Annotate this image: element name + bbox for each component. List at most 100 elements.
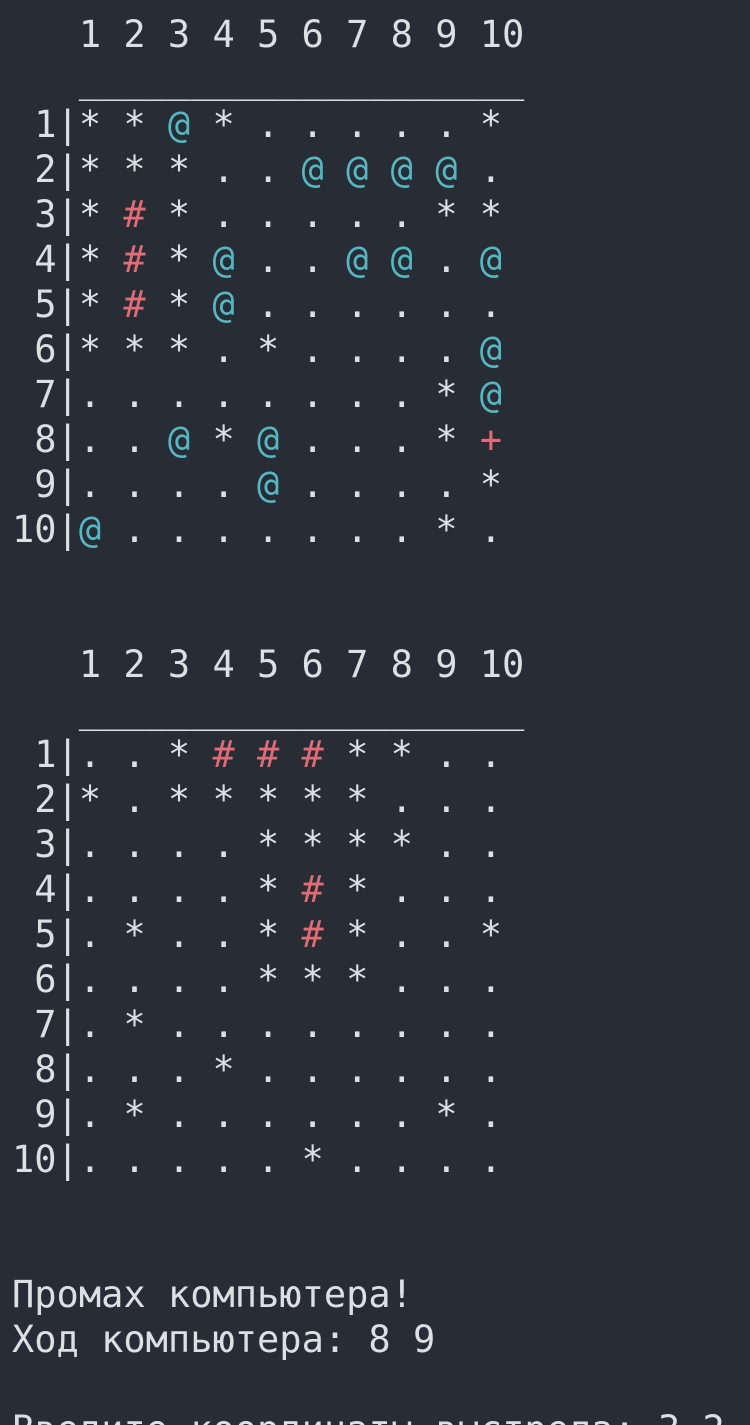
cell: *: [123, 328, 146, 371]
cell: .: [167, 1093, 191, 1136]
cell: *: [167, 328, 191, 371]
cell: .: [301, 1003, 324, 1046]
cell: .: [257, 238, 280, 281]
cell: *: [212, 778, 235, 821]
cell: .: [479, 1003, 503, 1046]
border: |: [56, 1138, 79, 1181]
row-label: 10: [12, 1138, 57, 1181]
cell: *: [167, 778, 191, 821]
cell: *: [479, 463, 503, 506]
cell: .: [123, 1138, 146, 1181]
cell: *: [346, 778, 369, 821]
cell: @: [78, 508, 102, 551]
row-label: 6: [34, 328, 57, 371]
cell: *: [78, 193, 102, 236]
cell: .: [167, 958, 191, 1001]
cell: .: [212, 913, 235, 956]
cell: *: [78, 238, 102, 281]
cell: #: [301, 868, 324, 911]
cell: .: [390, 778, 413, 821]
cell: .: [479, 868, 503, 911]
cell: @: [167, 103, 191, 146]
cell: .: [212, 958, 235, 1001]
cell: .: [346, 103, 369, 146]
cell: .: [212, 463, 235, 506]
border: |: [56, 328, 79, 371]
cell: *: [346, 868, 369, 911]
cell: .: [78, 373, 102, 416]
cell: .: [167, 373, 191, 416]
border: |: [56, 238, 79, 281]
cell: .: [78, 1138, 102, 1181]
row-label: 4: [34, 238, 57, 281]
cell: @: [212, 238, 235, 281]
cell: .: [435, 1138, 458, 1181]
border: |: [56, 958, 79, 1001]
cell: *: [346, 913, 369, 956]
cell: .: [257, 1048, 280, 1091]
cell: #: [257, 733, 280, 776]
cell: *: [257, 958, 280, 1001]
board-row: 10|@....... *.: [12, 507, 750, 552]
cell: *: [390, 823, 413, 866]
cell: .: [123, 868, 146, 911]
board-row: 8|.. @ * @... * +: [12, 417, 750, 462]
board-row: 1|* * @ *..... *: [12, 102, 750, 147]
board-row: 2|* * *.. @ @ @ @.: [12, 147, 750, 192]
board-row: 7|........ * @: [12, 372, 750, 417]
board-row: 1|.. * # # # * *..: [12, 732, 750, 777]
row-label: 5: [34, 913, 57, 956]
row-label: 7: [34, 373, 57, 416]
board: 1 2 3 4 5 6 7 8 9 10 ____________________ 1|.. * # # # *…: [12, 642, 750, 1182]
cell: .: [123, 463, 146, 506]
cell: #: [212, 733, 235, 776]
column-label: 9: [435, 643, 458, 686]
cell: *: [435, 508, 458, 551]
column-label: 6: [301, 643, 324, 686]
cell: .: [390, 103, 413, 146]
row-label: 8: [34, 418, 57, 461]
cell: .: [479, 148, 503, 191]
cell: .: [390, 1048, 413, 1091]
cell: .: [390, 868, 413, 911]
cell: .: [479, 733, 503, 776]
border: |: [56, 373, 79, 416]
board-row: 5|* # * @......: [12, 282, 750, 327]
cell: *: [435, 373, 458, 416]
cell: +: [479, 418, 503, 461]
cell: @: [257, 418, 280, 461]
row-label: 6: [34, 958, 57, 1001]
cell: .: [390, 913, 413, 956]
cell: #: [123, 283, 146, 326]
input-prompt: Введите координаты выстрела: 3 2: [12, 1407, 750, 1425]
board-row: 3|.... * * * *..: [12, 822, 750, 867]
cell: *: [212, 1048, 235, 1091]
row-label: 4: [34, 868, 57, 911]
cell: *: [346, 823, 369, 866]
message: Ход компьютера: 8 9: [12, 1318, 436, 1361]
cell: .: [212, 1003, 235, 1046]
cell: *: [257, 913, 280, 956]
column-header: 1 2 3 4 5 6 7 8 9 10: [12, 12, 750, 57]
cell: .: [390, 1003, 413, 1046]
cell: .: [78, 1003, 102, 1046]
cell: *: [301, 1138, 324, 1181]
cell: .: [212, 823, 235, 866]
cell: .: [257, 1003, 280, 1046]
cell: .: [301, 373, 324, 416]
column-label: 7: [346, 13, 369, 56]
cell: .: [78, 733, 102, 776]
cell: *: [78, 103, 102, 146]
cell: .: [123, 418, 146, 461]
cell: *: [212, 418, 235, 461]
cell: *: [479, 913, 503, 956]
cell: .: [167, 1003, 191, 1046]
cell: .: [78, 463, 102, 506]
cell: .: [390, 418, 413, 461]
cell: .: [346, 1093, 369, 1136]
cell: *: [167, 148, 191, 191]
cell: .: [78, 868, 102, 911]
row-label: 2: [34, 778, 57, 821]
cell: .: [346, 328, 369, 371]
cell: @: [479, 238, 503, 281]
